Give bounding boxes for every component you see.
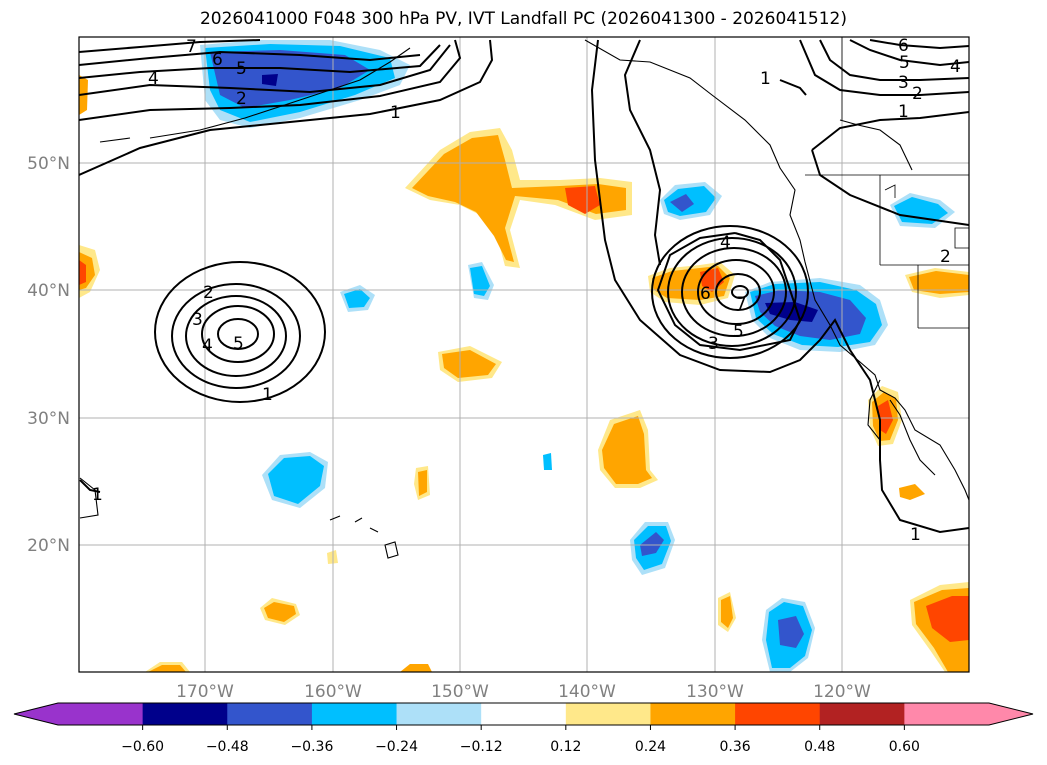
contour-label: 3 <box>898 73 909 93</box>
contour-label: 4 <box>202 336 213 356</box>
colorbar-tick-label: −0.48 <box>206 739 249 755</box>
map-frame <box>78 36 970 673</box>
colorbar-tick-label: −0.12 <box>460 739 503 755</box>
lon-tick: 140°W <box>558 682 616 702</box>
contour-label: 3 <box>192 310 203 330</box>
graticule <box>79 37 969 672</box>
colorbar-tick-label: 0.24 <box>635 739 666 755</box>
contour-label: 6 <box>898 36 909 56</box>
colorbar-segment <box>481 703 567 725</box>
lat-tick: 40°N <box>27 281 70 301</box>
contour-label: 1 <box>898 102 909 122</box>
contour-label: 3 <box>708 334 719 354</box>
colorbar-segment <box>227 703 313 725</box>
contour-label: 1 <box>760 69 771 89</box>
coastlines <box>79 39 969 559</box>
lon-tick: 150°W <box>431 682 489 702</box>
hawaii-islands <box>329 515 399 559</box>
colorbar-segment <box>735 703 821 725</box>
lon-tick: 170°W <box>176 682 234 702</box>
contour-label: 2 <box>236 89 247 109</box>
contour-labels: 7 6 5 4 2 1 6 5 4 3 2 1 1 2 3 4 5 1 4 6 … <box>92 36 961 545</box>
lat-tick: 20°N <box>27 536 70 556</box>
colorbar-extend-high <box>989 703 1033 725</box>
contour-label: 4 <box>950 57 961 77</box>
contour-label: 1 <box>390 103 401 123</box>
alaska-coast <box>584 39 969 501</box>
contour-label: 5 <box>233 334 244 354</box>
lon-tick-labels: 170°W 160°W 150°W 140°W 130°W 120°W <box>176 682 871 702</box>
lat-tick: 50°N <box>27 154 70 174</box>
pv-contours <box>79 39 969 534</box>
colorbar-segment <box>311 703 398 725</box>
lat-tick: 30°N <box>27 409 70 429</box>
colorbar-segment <box>650 703 736 725</box>
contour-label: 2 <box>912 84 923 104</box>
contour-label: 7 <box>736 294 747 314</box>
contour-label: 6 <box>212 50 223 70</box>
contour-label: 2 <box>203 283 214 303</box>
contour-label: 6 <box>700 284 711 304</box>
colorbar-segment <box>58 703 144 725</box>
lon-tick: 120°W <box>813 682 871 702</box>
lat-tick-labels: 50°N 40°N 30°N 20°N <box>27 154 70 556</box>
contour-label: 4 <box>720 233 731 253</box>
colorbar-tick-label: −0.24 <box>375 739 418 755</box>
contour-label: 5 <box>733 322 744 342</box>
contour-label: 5 <box>236 59 247 79</box>
contour-label: 5 <box>899 53 910 73</box>
colorbar-segment <box>142 703 228 725</box>
aleutian-chain <box>149 47 411 139</box>
borders <box>805 37 969 329</box>
colorbar-segment <box>565 703 651 725</box>
contour-label: 2 <box>940 247 951 267</box>
colorbar: −0.60 −0.48 −0.36 −0.24 −0.12 0.12 0.24 0.36 0.4… <box>13 702 1034 755</box>
map-title: 2026041000 F048 300 hPa PV, IVT Landfall… <box>199 9 847 29</box>
pv-anomaly-fills <box>79 40 969 672</box>
colorbar-tick-label: −0.60 <box>121 739 164 755</box>
colorbar-tick-label: 0.12 <box>550 739 581 755</box>
colorbar-tick-label: 0.48 <box>804 739 835 755</box>
contour-label: 1 <box>92 485 103 505</box>
colorbar-ticks: −0.60 −0.48 −0.36 −0.24 −0.12 0.12 0.24 0.36 0.4… <box>121 725 920 755</box>
colorbar-tick-label: 0.36 <box>720 739 751 755</box>
colorbar-tick-label: 0.60 <box>889 739 920 755</box>
colorbar-extend-low <box>14 703 58 725</box>
colorbar-tick-label: −0.36 <box>290 739 333 755</box>
lon-tick: 160°W <box>304 682 362 702</box>
colorbar-segment <box>819 703 905 725</box>
colorbar-segment <box>904 703 990 725</box>
lon-tick: 130°W <box>686 682 744 702</box>
contour-label: 7 <box>186 37 197 57</box>
contour-label: 1 <box>910 525 921 545</box>
contour-label: 4 <box>148 69 159 89</box>
contour-label: 1 <box>262 385 273 405</box>
colorbar-segment <box>396 703 482 725</box>
